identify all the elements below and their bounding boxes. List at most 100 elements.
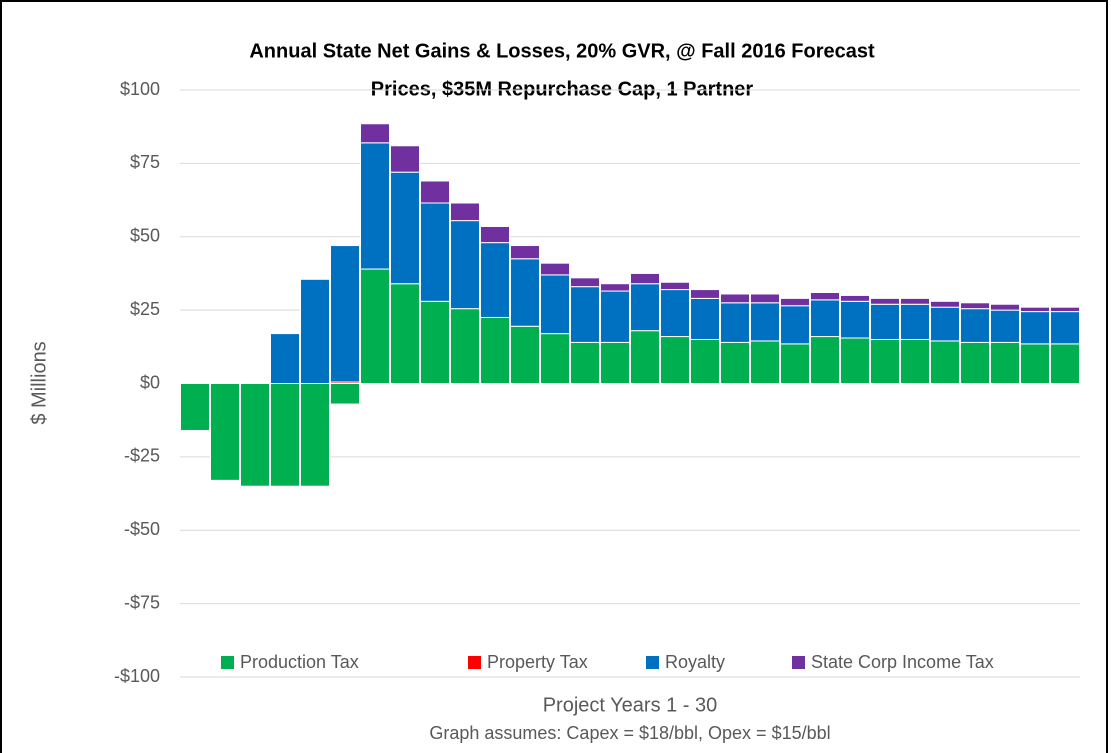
bar-segment	[660, 289, 690, 338]
bar-segment	[930, 306, 960, 342]
y-tick-label: -$50	[124, 519, 160, 539]
bar-segment	[870, 297, 900, 305]
y-tick-label: $0	[140, 372, 160, 392]
bar-segment	[570, 341, 600, 385]
bar-segment	[870, 303, 900, 340]
y-tick-label: $25	[130, 299, 160, 319]
bar-segment	[480, 225, 510, 244]
y-tick-label: $75	[130, 152, 160, 172]
bar-segment	[450, 308, 480, 384]
bar-segment	[540, 262, 570, 276]
bar-segment	[750, 340, 780, 385]
bar-segment	[990, 309, 1020, 343]
bar-segment	[840, 294, 870, 302]
bar-segment	[600, 341, 630, 385]
y-tick-label: $50	[130, 226, 160, 246]
bar-segment	[480, 316, 510, 384]
bar-segment	[330, 383, 360, 405]
bar-segment	[360, 268, 390, 384]
bar-segment	[960, 341, 990, 385]
bar-segment	[570, 286, 600, 343]
legend-label: Production Tax	[240, 652, 359, 672]
bar-segment	[900, 297, 930, 305]
y-tick-label: $100	[120, 79, 160, 99]
y-axis-label: $ Millions	[28, 341, 50, 424]
bar-segment	[1020, 306, 1050, 313]
bar-segment	[180, 383, 210, 431]
chart-title: Annual State Net Gains & Losses, 20% GVR…	[249, 40, 875, 62]
bar-segment	[210, 383, 240, 481]
bar-segment	[390, 283, 420, 384]
bar-segment	[360, 123, 390, 144]
bar-segment	[870, 338, 900, 385]
bar-segment	[390, 171, 420, 285]
bar-segment	[780, 343, 810, 385]
bar-segment	[300, 383, 330, 487]
bar-segment	[510, 245, 540, 260]
note: Graph assumes: Capex = $18/bbl, Opex = $…	[429, 723, 830, 743]
bar-segment	[1020, 311, 1050, 345]
legend-swatch	[792, 656, 805, 669]
bar-segment	[690, 338, 720, 385]
bar-segment	[690, 289, 720, 299]
bar-segment	[300, 278, 330, 384]
y-tick-label: -$25	[124, 446, 160, 466]
bar-segment	[510, 325, 540, 384]
bar-segment	[600, 290, 630, 343]
legend-swatch	[221, 656, 234, 669]
bar-segment	[540, 274, 570, 335]
legend-label: Royalty	[665, 652, 725, 672]
bar-segment	[720, 341, 750, 385]
x-axis-label: Project Years 1 - 30	[543, 694, 718, 716]
bar-segment	[780, 305, 810, 345]
bar-segment	[750, 293, 780, 304]
bar-segment	[330, 245, 360, 383]
bar-segment	[510, 258, 540, 327]
bar-segment	[840, 300, 870, 339]
bar-segment	[960, 308, 990, 343]
bar-segment	[810, 299, 840, 338]
bar-segment	[420, 202, 450, 302]
bar-segment	[720, 302, 750, 343]
bar-segment	[690, 297, 720, 340]
y-tick-label: -$75	[124, 592, 160, 612]
bar-segment	[540, 333, 570, 385]
bar-segment	[480, 242, 510, 318]
bar-segment	[630, 330, 660, 385]
bar-segment	[600, 283, 630, 292]
bar-segment	[420, 180, 450, 204]
bar-segment	[810, 292, 840, 301]
bar-segment	[270, 383, 300, 487]
bar-segment	[930, 300, 960, 308]
y-tick-label: -$100	[114, 666, 160, 686]
bar-segment	[930, 340, 960, 385]
bar-segment	[450, 202, 480, 222]
bar-segment	[270, 333, 300, 385]
bar-segment	[720, 293, 750, 304]
bar-segment	[990, 341, 1020, 385]
bar-segment	[660, 281, 690, 291]
bar-segment	[660, 336, 690, 385]
bar-segment	[900, 303, 930, 340]
bar-segment	[780, 297, 810, 307]
bar-segment	[630, 283, 660, 332]
bar-segment	[1050, 306, 1080, 313]
bar-segment	[960, 302, 990, 310]
chart-title: Prices, $35M Repurchase Cap, 1 Partner	[371, 78, 754, 100]
legend-label: State Corp Income Tax	[811, 652, 994, 672]
bar-segment	[420, 300, 450, 385]
bar-segment	[990, 303, 1020, 311]
bar-segment	[750, 302, 780, 342]
bar-segment	[1020, 343, 1050, 385]
bar-segment	[810, 336, 840, 385]
bar-segment	[450, 220, 480, 310]
bar-segment	[240, 383, 270, 487]
bar-segment	[360, 142, 390, 270]
bar-segment	[1050, 343, 1080, 385]
legend-swatch	[468, 656, 481, 669]
bar-segment	[840, 337, 870, 385]
bar-segment	[630, 272, 660, 285]
bar-segment	[570, 277, 600, 288]
bar-segment	[390, 145, 420, 173]
